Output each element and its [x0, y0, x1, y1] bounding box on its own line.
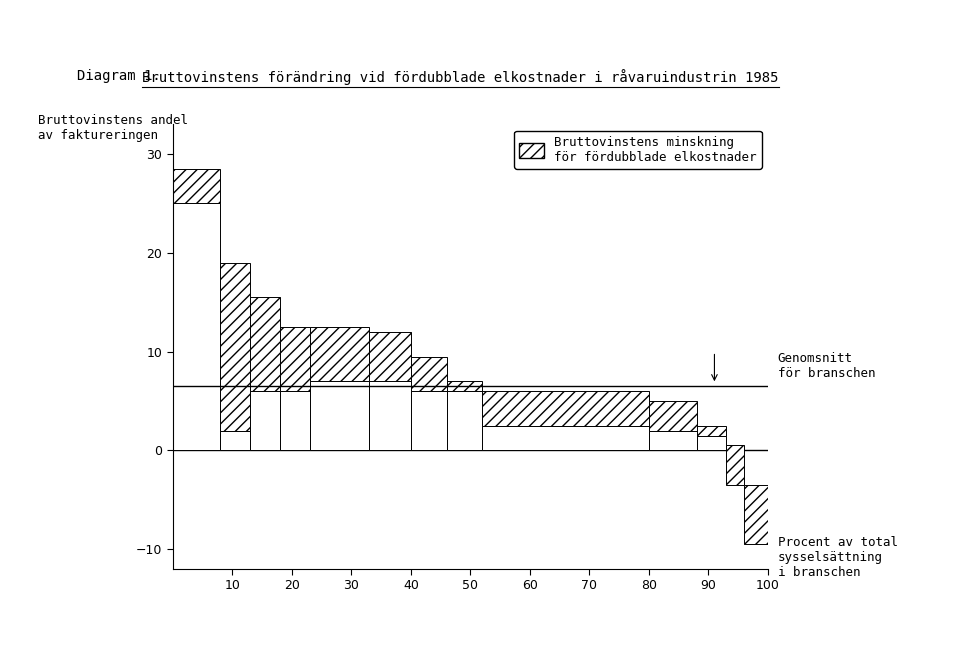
Bar [370, 332, 411, 381]
Bar [697, 436, 727, 451]
Bar [411, 391, 446, 451]
Bar [482, 391, 649, 426]
Text: Diagram 1.: Diagram 1. [77, 69, 160, 82]
Bar [280, 327, 310, 391]
Legend: Bruttovinstens minskning
för fördubblade elkostnader: Bruttovinstens minskning för fördubblade… [515, 131, 761, 169]
Bar [649, 401, 697, 430]
Text: Genomsnitt
för branschen: Genomsnitt för branschen [778, 352, 876, 379]
Bar [310, 381, 370, 451]
Bar [446, 391, 482, 451]
Bar [251, 391, 280, 451]
Bar [173, 203, 221, 451]
Bar [697, 426, 727, 436]
Bar [446, 381, 482, 391]
Bar [280, 391, 310, 451]
Bar [744, 485, 768, 544]
Bar [411, 356, 446, 391]
Bar [251, 297, 280, 391]
Bar [221, 263, 251, 430]
Bar [221, 430, 251, 451]
Bar [173, 169, 221, 203]
Bar [482, 426, 649, 451]
Text: Bruttovinstens andel
av faktureringen: Bruttovinstens andel av faktureringen [38, 114, 188, 143]
Text: Procent av total
sysselsättning
i branschen: Procent av total sysselsättning i bransc… [778, 536, 898, 579]
Bar [649, 430, 697, 451]
Bar [310, 327, 370, 381]
Bar [370, 381, 411, 451]
Bar [727, 445, 744, 485]
Text: Bruttovinstens förändring vid fördubblade elkostnader i råvaruindustrin 1985: Bruttovinstens förändring vid fördubblad… [142, 69, 779, 84]
